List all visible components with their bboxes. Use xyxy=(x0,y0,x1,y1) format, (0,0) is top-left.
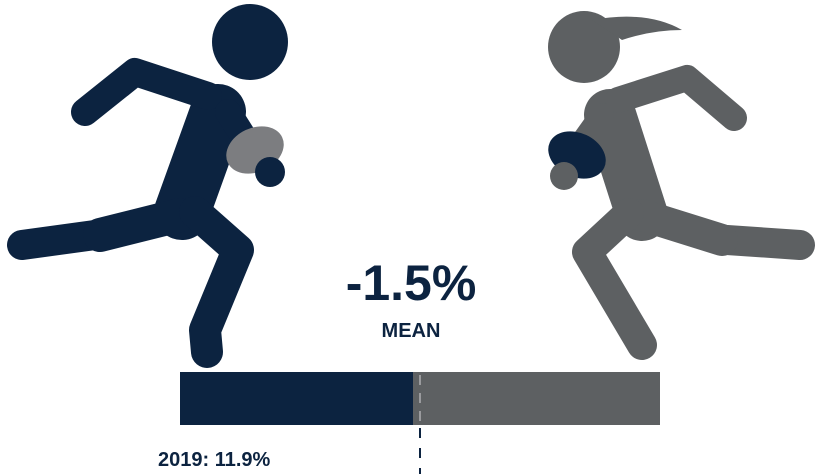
stat-value: -1.5% xyxy=(346,255,477,311)
male-runner xyxy=(22,4,291,352)
infographic: -1.5% MEAN 2019: 11.9% xyxy=(0,0,822,474)
bar-left xyxy=(180,372,413,425)
bar-right xyxy=(413,372,660,425)
note: 2019: 11.9% xyxy=(158,449,271,471)
female-runner xyxy=(541,11,800,345)
stat-label: MEAN xyxy=(382,320,441,342)
